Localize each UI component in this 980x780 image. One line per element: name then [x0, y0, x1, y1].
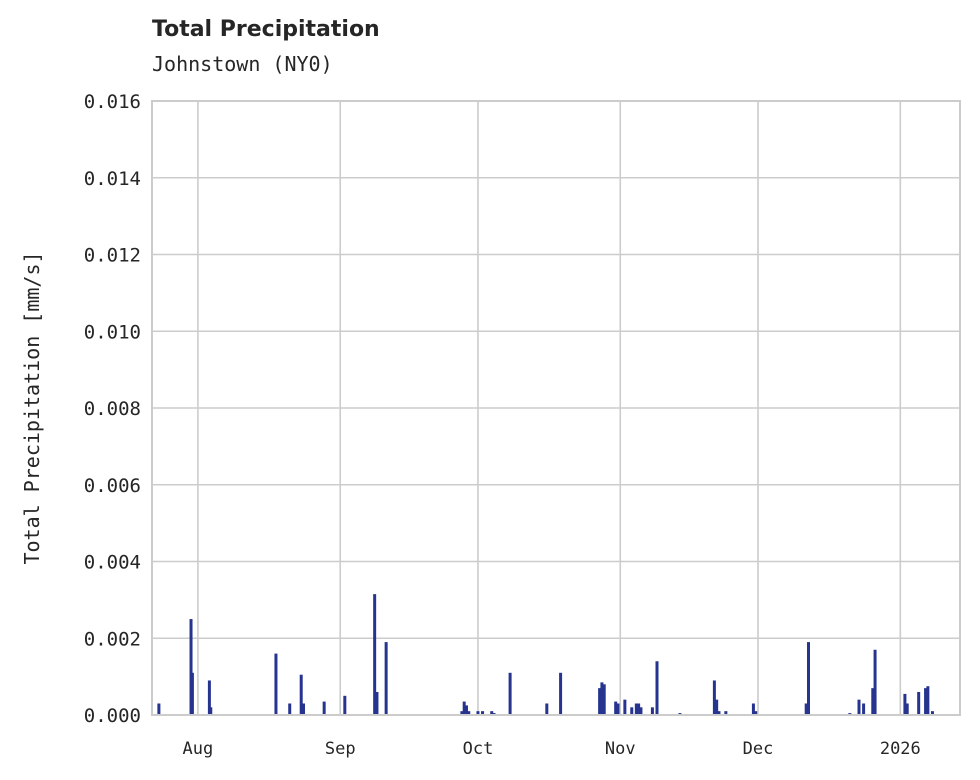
y-tick-label: 0.016	[84, 91, 141, 113]
x-tick-label: Aug	[183, 739, 214, 759]
y-axis-label: Total Precipitation [mm/s]	[20, 251, 44, 564]
y-tick-label: 0.002	[84, 628, 141, 650]
precip-bar	[288, 703, 292, 715]
y-tick-label: 0.000	[84, 705, 141, 727]
precip-bar	[322, 701, 326, 715]
y-axis-ticks: 0.000 0.002 0.004 0.006 0.008 0.010 0.012 0.014…	[84, 91, 141, 727]
precip-bar	[508, 672, 512, 715]
precip-bar	[717, 711, 721, 715]
y-tick-label: 0.006	[84, 475, 141, 497]
precip-bar	[157, 703, 161, 715]
precip-bar	[209, 707, 213, 715]
y-tick-label: 0.014	[84, 168, 141, 190]
precip-bar	[712, 680, 716, 715]
precip-bar	[630, 707, 634, 715]
precip-bar	[343, 695, 347, 715]
y-tick-label: 0.008	[84, 398, 141, 420]
precip-bar	[299, 674, 303, 715]
precip-bar	[724, 711, 728, 715]
precip-bar	[614, 701, 618, 715]
precip-bar	[602, 684, 606, 715]
x-axis-ticks: Aug Sep Oct Nov Dec 2026	[183, 739, 921, 759]
chart-subtitle: Johnstown (NY0)	[152, 52, 333, 76]
y-tick-label: 0.010	[84, 321, 141, 343]
precip-bar	[616, 703, 620, 715]
precip-bar	[623, 699, 627, 715]
precip-bar	[274, 653, 278, 715]
plot-frame	[151, 100, 961, 716]
precip-bar	[476, 711, 480, 715]
precip-bar	[751, 703, 755, 715]
precip-bar	[559, 672, 563, 715]
precip-bar	[637, 703, 641, 715]
precip-bar	[545, 703, 549, 715]
precip-bar	[862, 703, 866, 715]
y-tick-label: 0.004	[84, 552, 141, 574]
precip-bar	[926, 686, 930, 715]
x-tick-label: Sep	[325, 739, 356, 759]
precip-bar	[873, 649, 877, 715]
precip-bar	[373, 594, 377, 715]
x-tick-label: Nov	[605, 739, 636, 759]
precip-bar	[807, 642, 810, 715]
x-tick-label: Dec	[743, 739, 774, 759]
precip-bar	[655, 661, 659, 715]
precip-bar	[190, 672, 194, 715]
precip-bar	[857, 699, 861, 715]
x-tick-label: Oct	[463, 739, 494, 759]
precip-bar	[804, 703, 808, 715]
precip-bar	[754, 711, 758, 715]
precip-bar	[917, 691, 921, 715]
precip-bar	[600, 682, 604, 715]
precip-bar	[871, 688, 875, 715]
precip-bar	[302, 703, 305, 715]
precip-bar	[481, 711, 485, 715]
precip-bar	[464, 705, 468, 715]
precip-bar	[924, 688, 928, 715]
precip-bar	[903, 693, 907, 715]
precip-bar	[639, 707, 643, 715]
precip-bar	[715, 699, 719, 715]
precip-bar	[207, 680, 211, 715]
precip-bar	[467, 711, 471, 715]
precip-bar	[384, 642, 388, 715]
precip-bar	[930, 711, 934, 715]
precip-bar	[462, 701, 466, 715]
precip-bar	[490, 711, 494, 715]
chart-title: Total Precipitation	[152, 17, 380, 42]
precip-bar	[650, 707, 654, 715]
precip-bar	[634, 703, 638, 715]
precip-bar	[460, 711, 464, 715]
y-tick-label: 0.012	[84, 245, 141, 267]
data-series	[157, 594, 934, 715]
precip-bar	[189, 619, 193, 715]
precip-bar	[905, 703, 909, 715]
precip-bar	[375, 691, 379, 715]
x-tick-label: 2026	[880, 739, 921, 759]
precip-bar	[598, 688, 602, 715]
grid-lines	[152, 100, 960, 716]
